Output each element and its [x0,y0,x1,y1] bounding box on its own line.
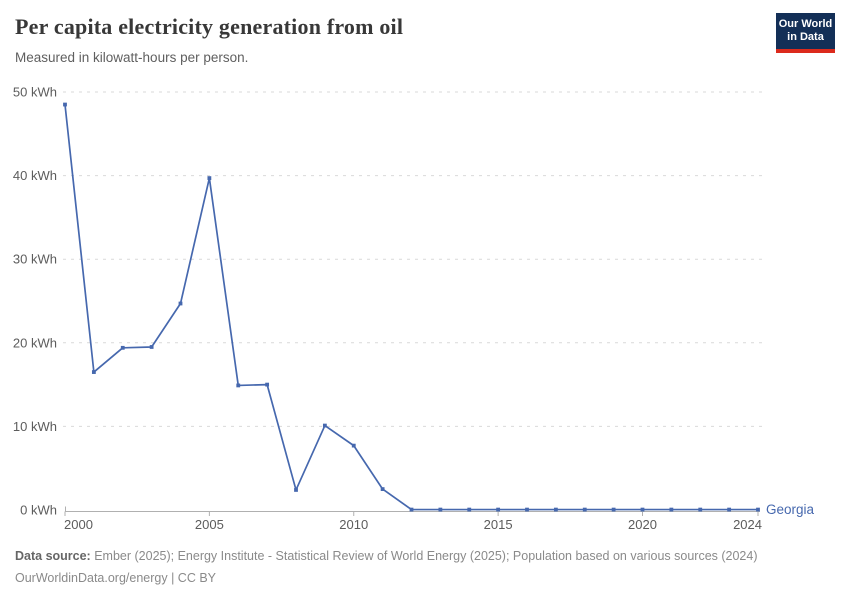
data-point-marker[interactable] [63,102,67,107]
x-axis-tick-label: 2015 [484,517,513,532]
y-axis-tick-label: 0 kWh [20,503,57,518]
y-axis-tick-label: 50 kWh [13,85,57,100]
owid-logo[interactable]: Our World in Data [776,13,835,53]
x-axis-tick-label: 2020 [628,517,657,532]
owid-logo-line2: in Data [787,31,824,43]
x-axis-tick-label: 2005 [195,517,224,532]
series-label-georgia[interactable]: Georgia [766,502,815,517]
x-axis-tick-label: 2010 [339,517,368,532]
data-point-marker[interactable] [467,507,472,512]
data-source-label: Data source: [15,549,91,563]
data-point-marker[interactable] [178,301,183,306]
data-point-marker[interactable] [640,507,645,512]
chart-title: Per capita electricity generation from o… [15,14,404,39]
data-point-marker[interactable] [553,507,558,512]
data-point-marker[interactable] [351,443,356,448]
data-point-marker[interactable] [611,507,616,512]
data-point-marker[interactable] [582,507,587,512]
x-axis-tick-label: 2000 [64,517,93,532]
y-axis-tick-label: 20 kWh [13,335,57,350]
data-source-text: Ember (2025); Energy Institute - Statist… [90,549,758,563]
footer-link-line[interactable]: OurWorldinData.org/energy | CC BY [15,571,217,585]
data-point-marker[interactable] [91,370,96,374]
data-point-marker[interactable] [409,507,414,512]
chart-footer: Data source: Ember (2025); Energy Instit… [15,545,835,589]
y-axis-tick-label: 10 kWh [13,419,57,434]
data-point-marker[interactable] [525,507,529,512]
y-axis-tick-label: 40 kWh [13,168,57,183]
y-axis-tick-label: 30 kWh [13,252,57,267]
data-point-marker[interactable] [120,345,125,350]
data-point-marker[interactable] [236,383,241,388]
data-point-marker[interactable] [380,487,385,491]
data-point-marker[interactable] [322,423,327,428]
data-point-marker[interactable] [207,176,212,181]
data-point-marker[interactable] [438,507,443,512]
chart-canvas: 0 kWh 10 kWh 20 kWh 30 kWh 40 kWh 50 kWh 2000 2… [13,85,815,533]
data-point-marker[interactable] [149,345,154,349]
chart-subtitle: Measured in kilowatt-hours per person. [15,50,249,65]
data-point-marker[interactable] [294,488,298,492]
data-point-marker[interactable] [698,507,703,512]
data-point-marker[interactable] [265,382,270,387]
data-source-line: Data source: Ember (2025); Energy Instit… [15,545,835,567]
data-point-marker[interactable] [496,507,501,512]
data-line-georgia[interactable] [64,104,758,511]
data-point-marker[interactable] [669,507,674,512]
data-point-marker[interactable] [756,507,760,512]
owid-logo-line1: Our World [778,18,833,30]
x-axis-tick-label: 2024 [733,517,762,532]
data-point-marker[interactable] [727,507,732,512]
